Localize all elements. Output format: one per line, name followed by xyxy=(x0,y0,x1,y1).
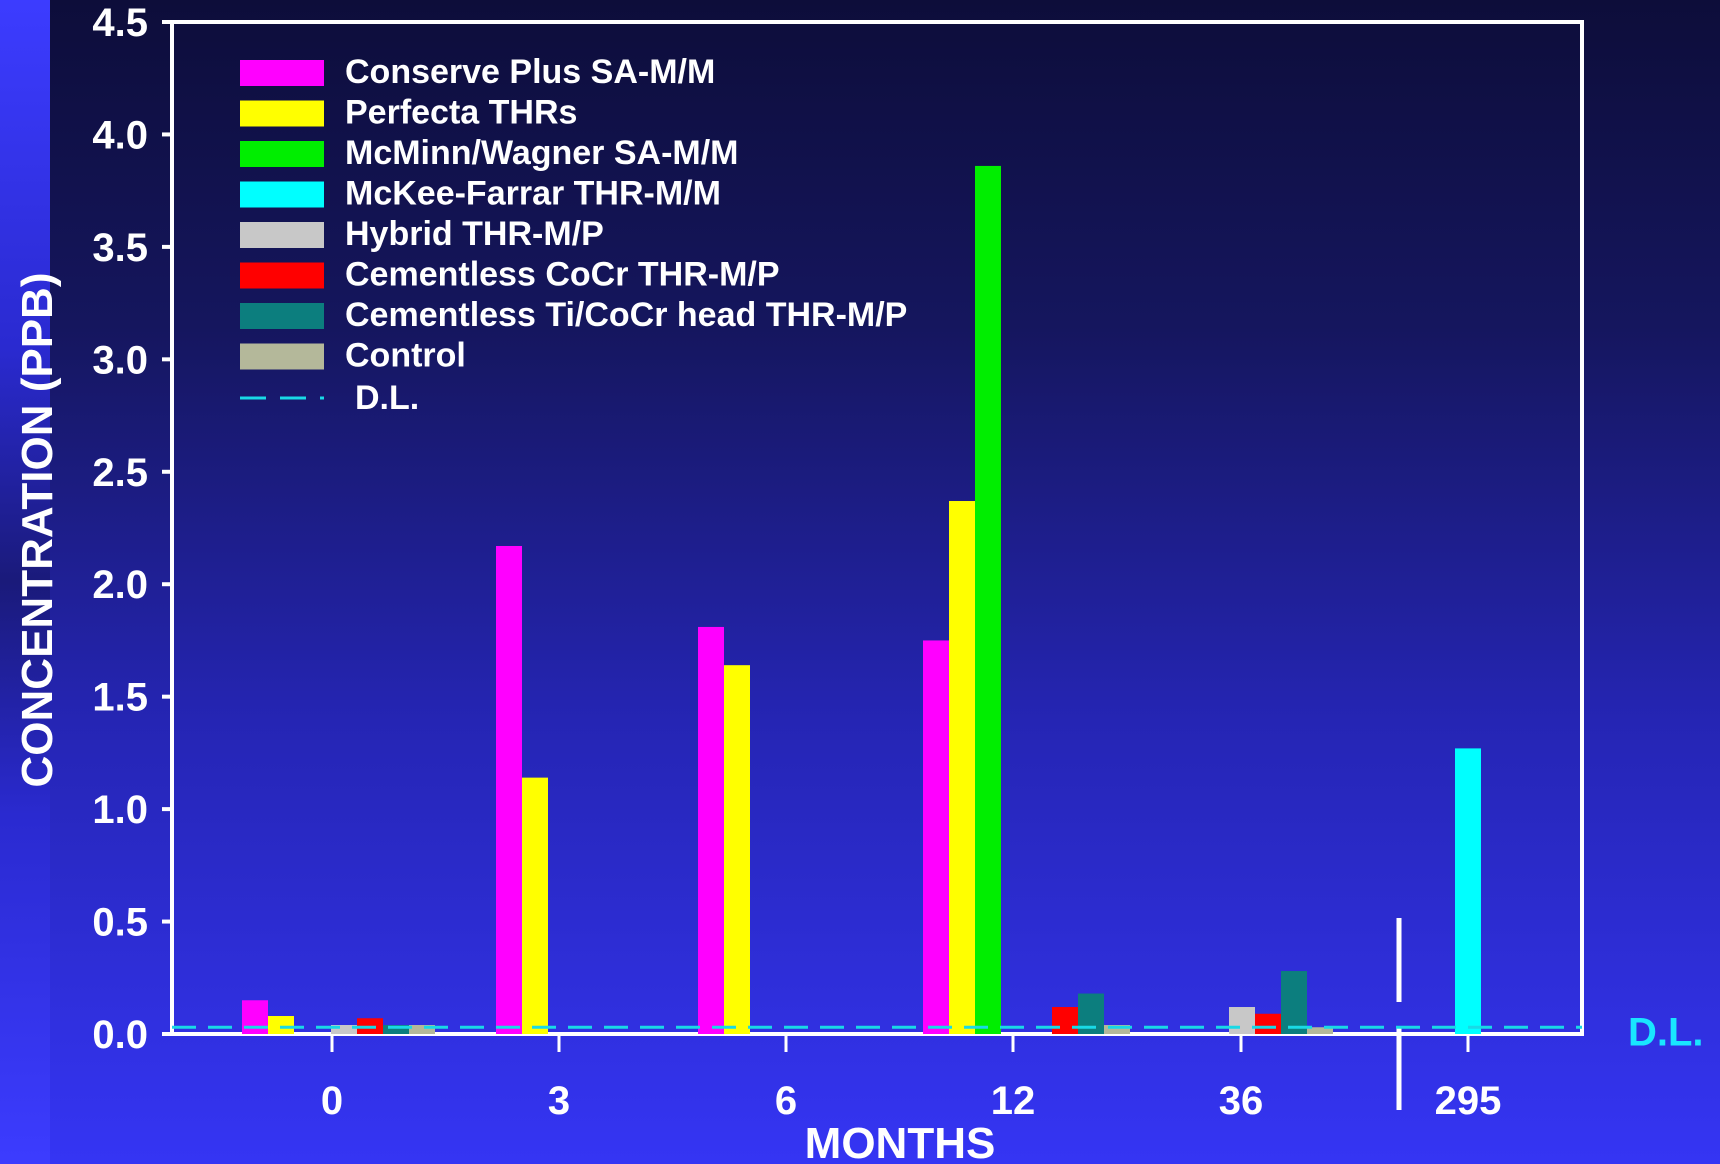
bar-conserve-plus-sa-m-m-3 xyxy=(496,545,522,1034)
legend-swatch-perfecta-thrs xyxy=(240,100,324,127)
y-tick-label: 1.5 xyxy=(92,676,148,720)
y-tick-label: 1.0 xyxy=(92,788,148,832)
bar-control-12 xyxy=(1104,1025,1130,1034)
x-tick-label: 12 xyxy=(991,1079,1036,1123)
legend-label-hybrid-thr-m-p: Hybrid THR-M/P xyxy=(345,215,604,253)
x-tick-label: 6 xyxy=(775,1079,797,1123)
y-tick-label: 0.0 xyxy=(92,1013,148,1057)
y-tick-label: 3.5 xyxy=(92,226,148,270)
y-tick-label: 4.5 xyxy=(92,1,148,45)
legend-label-cementless-cocr-thr-m-p: Cementless CoCr THR-M/P xyxy=(345,256,780,294)
y-tick-label: 2.5 xyxy=(92,451,148,495)
y-axis-title: CONCENTRATION (PPB) xyxy=(13,273,62,788)
legend-label-cementless-ti-cocr-head-thr-m-p: Cementless Ti/CoCr head THR-M/P xyxy=(345,296,907,334)
left-gradient-stripe xyxy=(0,0,50,1164)
legend-label-conserve-plus-sa-m-m: Conserve Plus SA-M/M xyxy=(345,53,715,91)
bar-mckee-farrar-thr-m-m-295 xyxy=(1455,748,1481,1034)
x-tick-label: 36 xyxy=(1219,1079,1264,1123)
bar-cementless-cocr-thr-m-p-36 xyxy=(1255,1013,1281,1034)
y-tick-label: 0.5 xyxy=(92,901,148,945)
bar-perfecta-thrs-0 xyxy=(268,1016,294,1034)
x-axis-title: MONTHS xyxy=(805,1119,996,1164)
bar-cementless-ti-cocr-head-thr-m-p-0 xyxy=(383,1025,409,1034)
legend-swatch-hybrid-thr-m-p xyxy=(240,222,324,248)
bar-cementless-cocr-thr-m-p-12 xyxy=(1052,1007,1078,1034)
legend-label-control: Control xyxy=(345,337,466,375)
legend-label-mckee-farrar-thr-m-m: McKee-Farrar THR-M/M xyxy=(345,175,721,213)
y-tick-label: 3.0 xyxy=(92,338,148,382)
bar-hybrid-thr-m-p-0 xyxy=(331,1025,357,1034)
bar-conserve-plus-sa-m-m-0 xyxy=(242,1000,268,1034)
detection-limit-label: D.L. xyxy=(1628,1010,1704,1054)
legend-swatch-cementless-cocr-thr-m-p xyxy=(240,262,324,289)
bar-perfecta-thrs-12 xyxy=(949,501,975,1035)
bar-perfecta-thrs-6 xyxy=(724,665,750,1034)
x-tick-label: 295 xyxy=(1435,1079,1502,1123)
legend-swatch-conserve-plus-sa-m-m xyxy=(240,60,324,86)
plot-frame xyxy=(170,20,1584,1036)
x-tick-label: 0 xyxy=(321,1079,343,1123)
x-tick-label: 3 xyxy=(548,1079,570,1123)
bar-cementless-ti-cocr-head-thr-m-p-36 xyxy=(1281,971,1307,1034)
bar-control-36 xyxy=(1307,1027,1333,1034)
legend-label-detection-limit: D.L. xyxy=(355,379,419,417)
bar-conserve-plus-sa-m-m-6 xyxy=(698,626,724,1034)
legend-swatch-cementless-ti-cocr-head-thr-m-p xyxy=(240,303,324,329)
bar-mcminn-wagner-sa-m-m-12 xyxy=(975,165,1001,1034)
bar-perfecta-thrs-3 xyxy=(522,777,548,1034)
legend-swatch-mcminn-wagner-sa-m-m xyxy=(240,141,324,167)
bar-control-0 xyxy=(409,1025,435,1034)
legend-label-perfecta-thrs: Perfecta THRs xyxy=(345,94,577,132)
bar-hybrid-thr-m-p-36 xyxy=(1229,1007,1255,1034)
legend-label-mcminn-wagner-sa-m-m: McMinn/Wagner SA-M/M xyxy=(345,134,739,172)
legend-swatch-control xyxy=(240,343,324,370)
y-tick-label: 4.0 xyxy=(92,113,148,157)
bar-conserve-plus-sa-m-m-12 xyxy=(923,640,949,1034)
y-tick-label: 2.0 xyxy=(92,563,148,607)
legend-swatch-mckee-farrar-thr-m-m xyxy=(240,181,324,208)
